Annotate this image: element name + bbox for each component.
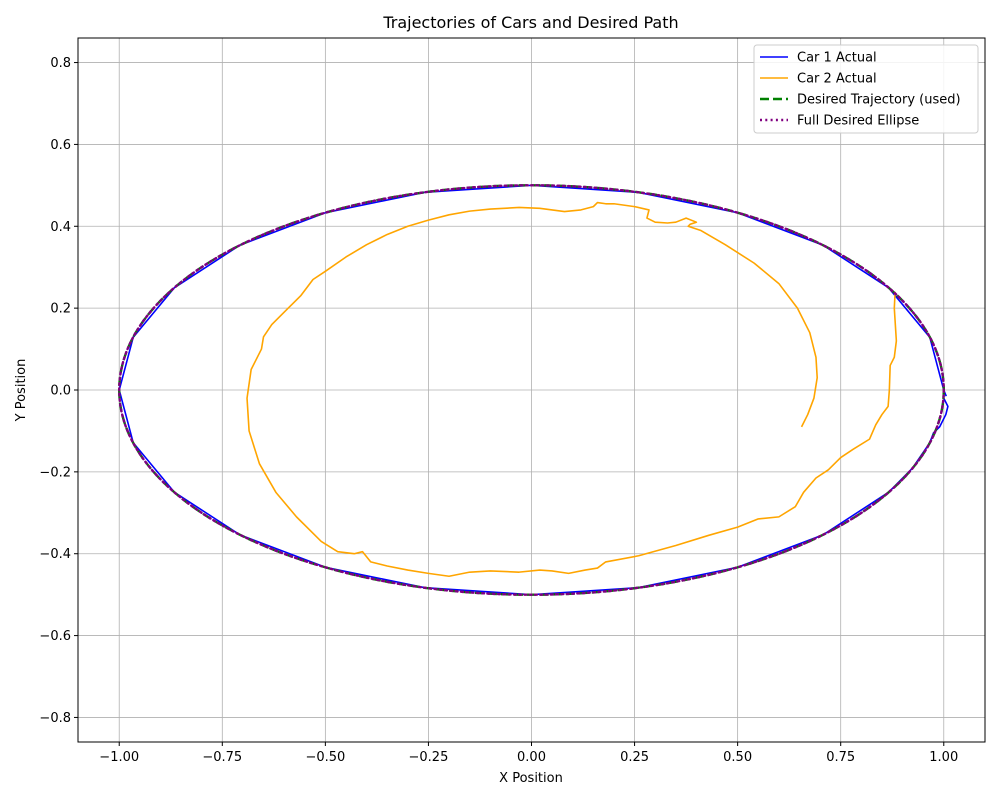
y-tick-label: 0.0 [50, 384, 71, 399]
plot-series [118, 184, 949, 596]
x-tick-label: −0.25 [409, 750, 449, 765]
y-tick-label: −0.4 [39, 547, 71, 562]
axis-ticks: −1.00 −0.75 −0.50 −0.25 0.00 0.25 0.50 0.75 1.00… [39, 56, 958, 765]
y-tick-label: −0.2 [39, 465, 71, 480]
y-tick-label: 0.2 [50, 302, 71, 317]
x-tick-label: 1.00 [929, 750, 958, 765]
y-tick-label: 0.6 [50, 138, 71, 153]
legend-label-4: Full Desired Ellipse [797, 114, 919, 129]
grid [78, 38, 985, 742]
y-tick-label: −0.6 [39, 629, 71, 644]
y-axis-title: Y Position [14, 359, 29, 423]
y-tick-label: −0.8 [39, 711, 71, 726]
y-tick-label: 0.8 [50, 56, 71, 71]
legend-label-2: Car 2 Actual [797, 72, 877, 87]
chart-title: Trajectories of Cars and Desired Path [382, 13, 678, 32]
x-axis-title: X Position [499, 771, 563, 786]
legend-label-3: Desired Trajectory (used) [797, 93, 961, 108]
x-tick-label: 0.50 [723, 750, 752, 765]
x-tick-label: −0.50 [305, 750, 345, 765]
series-line-2 [246, 201, 898, 578]
legend-label-1: Car 1 Actual [797, 51, 877, 66]
legend-box [753, 44, 979, 134]
y-tick-label: 0.4 [50, 220, 71, 235]
series-line-4 [118, 184, 945, 596]
x-tick-label: −1.00 [99, 750, 139, 765]
x-tick-label: −0.75 [202, 750, 242, 765]
x-tick-label: 0.75 [826, 750, 855, 765]
x-tick-label: 0.25 [620, 750, 649, 765]
x-tick-label: 0.00 [517, 750, 546, 765]
legend: Car 1 Actual Car 2 Actual Desired Trajecto… [753, 44, 979, 134]
